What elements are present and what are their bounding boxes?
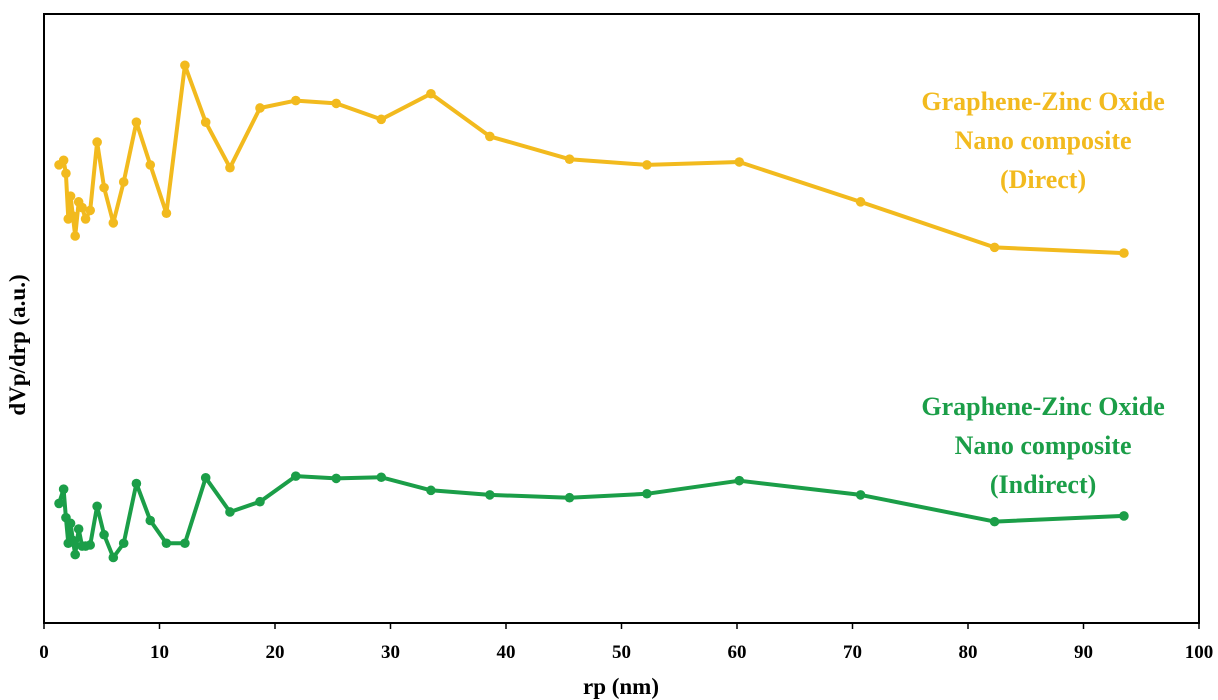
x-tick-label: 50 <box>612 642 631 663</box>
data-point <box>145 160 156 170</box>
data-point <box>1119 248 1129 258</box>
data-point <box>68 211 78 221</box>
data-point <box>180 60 190 71</box>
data-point <box>77 202 87 213</box>
data-point <box>642 488 652 499</box>
data-point <box>108 552 119 563</box>
x-tick-label: 0 <box>39 642 49 663</box>
data-point <box>99 529 109 540</box>
data-point <box>225 162 235 173</box>
data-point <box>376 472 387 483</box>
x-tick-label: 20 <box>266 642 285 663</box>
x-tick-label: 30 <box>381 642 400 663</box>
series-label-line: Nano composite <box>955 126 1132 155</box>
data-point <box>92 501 102 512</box>
series-label-line: (Indirect) <box>990 470 1096 499</box>
data-point <box>331 98 342 109</box>
data-point <box>70 231 80 241</box>
x-tick-label: 10 <box>150 642 169 663</box>
data-point <box>145 515 156 526</box>
data-point <box>99 182 109 193</box>
data-point <box>58 155 69 166</box>
data-point <box>564 492 575 503</box>
data-point <box>255 496 265 507</box>
data-point <box>80 214 91 224</box>
series-line <box>57 474 1124 560</box>
data-point <box>131 478 142 489</box>
series-0 <box>54 60 1129 258</box>
data-point <box>161 208 172 219</box>
data-point <box>255 103 265 113</box>
data-point <box>85 205 95 216</box>
data-point <box>131 117 142 127</box>
data-point <box>426 485 436 496</box>
data-point <box>85 540 95 550</box>
x-tick-label: 90 <box>1074 642 1093 663</box>
data-point <box>376 114 387 125</box>
x-tick-label: 80 <box>959 642 978 663</box>
data-point <box>70 549 80 560</box>
data-point <box>734 157 745 167</box>
data-point <box>92 137 102 147</box>
data-point <box>180 538 190 549</box>
data-point <box>161 538 172 549</box>
data-point <box>118 177 129 187</box>
series-layer <box>54 60 1129 563</box>
data-point <box>290 95 301 106</box>
data-point <box>331 473 342 484</box>
series-1 <box>54 471 1129 563</box>
data-point <box>200 117 211 127</box>
data-point <box>290 471 301 481</box>
series-label-line: Nano composite <box>955 431 1132 460</box>
x-axis-title: rp (nm) <box>583 674 659 699</box>
series-labels: Graphene-Zinc Oxide Nano composite (Direct… <box>921 87 1164 499</box>
x-tick-label: 60 <box>728 642 747 663</box>
data-point <box>485 490 495 500</box>
series-label-line: Graphene-Zinc Oxide <box>921 87 1164 116</box>
x-tick-label: 100 <box>1185 642 1214 663</box>
data-point <box>855 490 866 500</box>
data-point <box>989 516 1000 527</box>
x-axis-ticks: 0 10 20 30 40 50 60 70 80 90 100 <box>39 623 1213 663</box>
x-tick-label: 70 <box>843 642 862 663</box>
data-point <box>989 242 1000 253</box>
data-point <box>1119 511 1129 521</box>
series-label-line: Graphene-Zinc Oxide <box>921 392 1164 421</box>
data-point <box>68 535 78 546</box>
data-point <box>108 218 119 228</box>
data-point <box>61 168 71 179</box>
data-point <box>54 498 64 509</box>
data-point <box>73 524 84 534</box>
data-point <box>225 507 235 517</box>
data-point <box>642 160 652 170</box>
data-point <box>564 154 575 164</box>
data-point <box>855 197 866 207</box>
data-point <box>65 191 76 201</box>
data-point <box>734 475 745 486</box>
x-tick-label: 40 <box>497 642 516 663</box>
data-point <box>65 518 76 529</box>
data-point <box>485 131 495 142</box>
y-axis-title: dVp/drp (a.u.) <box>5 274 30 415</box>
data-point <box>426 88 436 99</box>
series-label-line: (Direct) <box>1000 165 1086 194</box>
data-point <box>118 538 129 549</box>
data-point <box>200 473 211 483</box>
data-point <box>58 484 69 495</box>
